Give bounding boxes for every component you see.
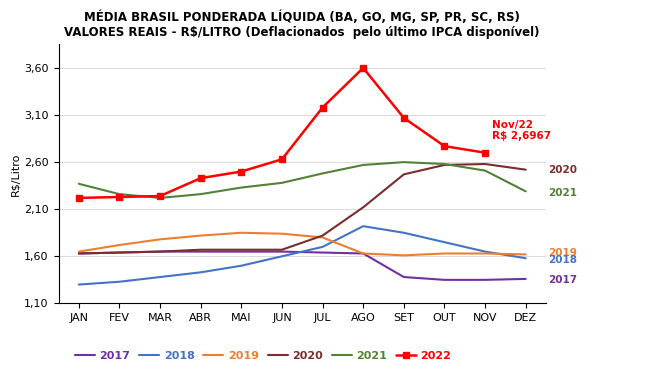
Line: 2021: 2021: [79, 162, 526, 198]
2022: [400, 116, 408, 120]
2022: [359, 66, 367, 70]
2018: [75, 282, 83, 287]
2017: [481, 278, 489, 282]
2020: [237, 248, 245, 252]
2018: [522, 256, 530, 260]
2022: [318, 105, 326, 110]
Text: 2017: 2017: [548, 275, 577, 285]
2017: [318, 250, 326, 255]
2017: [441, 278, 448, 282]
2022: [116, 195, 124, 199]
Text: 2019: 2019: [548, 249, 577, 259]
2018: [359, 224, 367, 228]
2020: [481, 162, 489, 166]
2018: [400, 231, 408, 235]
2021: [441, 162, 448, 166]
2021: [481, 168, 489, 173]
2019: [481, 251, 489, 256]
2020: [522, 168, 530, 172]
2019: [75, 249, 83, 254]
2021: [116, 192, 124, 196]
2018: [197, 270, 205, 275]
2018: [237, 263, 245, 268]
2021: [522, 189, 530, 194]
2021: [237, 185, 245, 190]
Line: 2022: 2022: [75, 64, 489, 201]
2022: [156, 194, 164, 198]
Text: 2021: 2021: [548, 188, 577, 198]
Title: MÉDIA BRASIL PONDERADA LÍQUIDA (BA, GO, MG, SP, PR, SC, RS)
VALORES REAIS - R$/L: MÉDIA BRASIL PONDERADA LÍQUIDA (BA, GO, …: [64, 11, 540, 39]
Text: 2020: 2020: [548, 165, 577, 175]
2020: [441, 163, 448, 167]
2020: [318, 233, 326, 238]
2022: [441, 144, 448, 148]
2018: [441, 240, 448, 245]
Y-axis label: R$/Litro: R$/Litro: [10, 152, 20, 196]
2017: [75, 251, 83, 256]
2021: [400, 160, 408, 164]
2018: [156, 275, 164, 279]
2019: [318, 235, 326, 240]
2021: [278, 181, 286, 185]
2021: [318, 171, 326, 176]
2017: [197, 249, 205, 254]
2017: [237, 249, 245, 254]
2017: [116, 250, 124, 255]
2018: [116, 279, 124, 284]
2021: [197, 192, 205, 196]
2020: [197, 248, 205, 252]
Text: 2018: 2018: [548, 255, 577, 265]
2020: [278, 248, 286, 252]
2021: [156, 196, 164, 200]
2022: [278, 157, 286, 162]
2022: [481, 151, 489, 155]
Line: 2018: 2018: [79, 226, 526, 285]
Line: 2017: 2017: [79, 252, 526, 280]
2018: [481, 249, 489, 254]
2018: [318, 245, 326, 249]
2021: [75, 182, 83, 186]
Text: Nov/22
R$ 2,6967: Nov/22 R$ 2,6967: [493, 120, 551, 141]
2017: [522, 277, 530, 281]
2019: [197, 233, 205, 238]
2020: [156, 249, 164, 254]
2017: [359, 251, 367, 256]
2020: [400, 172, 408, 176]
2019: [400, 253, 408, 258]
2019: [278, 232, 286, 236]
Line: 2020: 2020: [79, 164, 526, 253]
Legend: 2017, 2018, 2019, 2020, 2021, 2022: 2017, 2018, 2019, 2020, 2021, 2022: [71, 346, 456, 365]
2020: [359, 205, 367, 209]
2019: [441, 251, 448, 256]
2017: [278, 249, 286, 254]
2019: [116, 243, 124, 247]
2017: [400, 275, 408, 279]
2021: [359, 163, 367, 167]
2019: [156, 237, 164, 242]
2020: [75, 251, 83, 256]
2019: [522, 252, 530, 257]
2017: [156, 249, 164, 254]
2022: [197, 176, 205, 180]
2019: [359, 251, 367, 256]
Line: 2019: 2019: [79, 233, 526, 255]
2022: [75, 196, 83, 200]
2022: [237, 169, 245, 174]
2020: [116, 250, 124, 255]
2018: [278, 254, 286, 259]
2019: [237, 231, 245, 235]
